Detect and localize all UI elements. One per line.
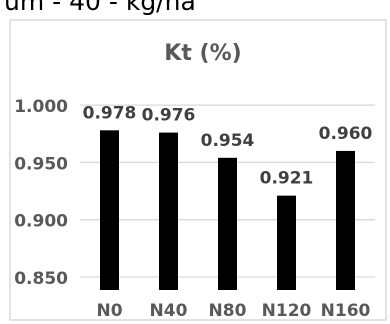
y-tick-label: 0.850 bbox=[14, 269, 68, 289]
data-label: 0.976 bbox=[142, 106, 196, 126]
bar bbox=[100, 130, 119, 290]
y-tick-label: 0.950 bbox=[14, 154, 68, 174]
chart-title: Kt (%) bbox=[164, 41, 241, 66]
cropped-header-text: um - 40 - kg/ha bbox=[4, 0, 196, 16]
bar bbox=[159, 132, 178, 290]
bar bbox=[277, 195, 296, 290]
x-tick-label: N160 bbox=[321, 301, 371, 321]
x-tick-label: N0 bbox=[96, 301, 122, 321]
bar bbox=[336, 150, 355, 290]
x-tick-label: N40 bbox=[150, 301, 188, 321]
data-label: 0.960 bbox=[319, 124, 373, 144]
x-tick-label: N120 bbox=[262, 301, 312, 321]
data-label: 0.921 bbox=[260, 169, 314, 189]
y-tick-label: 0.900 bbox=[14, 212, 68, 232]
x-tick-label: N80 bbox=[209, 301, 247, 321]
y-tick-label: 1.000 bbox=[14, 97, 68, 117]
bar bbox=[218, 157, 237, 290]
data-label: 0.978 bbox=[83, 103, 137, 123]
data-label: 0.954 bbox=[201, 131, 255, 151]
chart-border bbox=[9, 19, 387, 321]
